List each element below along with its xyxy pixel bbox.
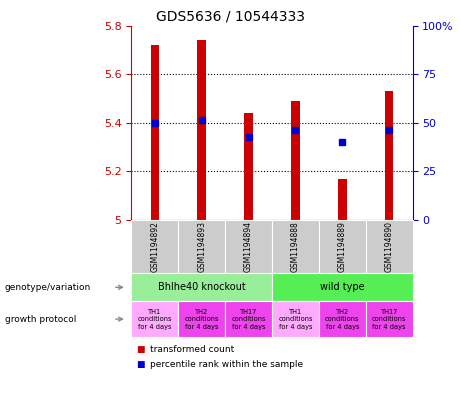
- Text: GSM1194889: GSM1194889: [338, 221, 347, 272]
- Bar: [151, 45, 159, 220]
- Text: TH17
conditions
for 4 days: TH17 conditions for 4 days: [231, 309, 266, 330]
- Text: TH2
conditions
for 4 days: TH2 conditions for 4 days: [325, 309, 360, 330]
- Text: GSM1194888: GSM1194888: [291, 221, 300, 272]
- Text: ■: ■: [136, 360, 144, 369]
- Text: GSM1194892: GSM1194892: [150, 221, 160, 272]
- Bar: [244, 113, 253, 220]
- Bar: [385, 91, 393, 220]
- Text: TH1
conditions
for 4 days: TH1 conditions for 4 days: [278, 309, 313, 330]
- Text: percentile rank within the sample: percentile rank within the sample: [150, 360, 303, 369]
- Text: TH1
conditions
for 4 days: TH1 conditions for 4 days: [137, 309, 172, 330]
- Text: GSM1194890: GSM1194890: [384, 221, 394, 272]
- Text: genotype/variation: genotype/variation: [5, 283, 91, 292]
- Bar: [291, 101, 300, 220]
- Text: wild type: wild type: [320, 282, 365, 292]
- Text: Bhlhe40 knockout: Bhlhe40 knockout: [158, 282, 246, 292]
- Text: ■: ■: [136, 345, 144, 354]
- Bar: [338, 179, 347, 220]
- Text: GSM1194894: GSM1194894: [244, 221, 253, 272]
- Text: TH17
conditions
for 4 days: TH17 conditions for 4 days: [372, 309, 407, 330]
- Text: transformed count: transformed count: [150, 345, 234, 354]
- Text: GDS5636 / 10544333: GDS5636 / 10544333: [156, 10, 305, 24]
- Text: GSM1194893: GSM1194893: [197, 221, 206, 272]
- Bar: [197, 40, 206, 220]
- Text: TH2
conditions
for 4 days: TH2 conditions for 4 days: [184, 309, 219, 330]
- Text: growth protocol: growth protocol: [5, 315, 76, 323]
